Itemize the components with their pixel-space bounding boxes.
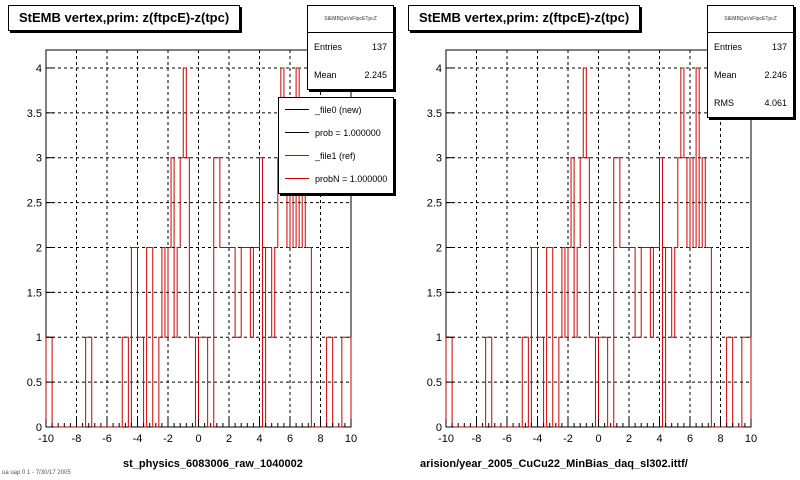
plot-title: StEMB vertex,prim: z(ftpcE)-z(tpc) bbox=[408, 5, 641, 31]
histogram-series-line bbox=[45, 67, 352, 428]
x-tick-label: 2 bbox=[626, 433, 632, 445]
x-tick-label: -2 bbox=[163, 433, 173, 445]
stats-box: StEMBQaVsFtpcETpcZ Entries 137 Mean 2.24… bbox=[307, 5, 394, 90]
stats-value: 137 bbox=[371, 42, 387, 52]
x-tick-label: 10 bbox=[345, 433, 357, 445]
y-tick-label: 3 bbox=[36, 153, 42, 165]
y-tick-label: 3 bbox=[436, 153, 442, 165]
x-axis-title: st_physics_6083006_raw_1040002 bbox=[123, 458, 303, 470]
x-tick-label: 10 bbox=[745, 433, 757, 445]
y-tick-label: 1.5 bbox=[427, 287, 442, 299]
y-tick-label: 0 bbox=[36, 422, 42, 434]
stats-value: 137 bbox=[771, 42, 787, 52]
y-tick-label: 0.5 bbox=[27, 377, 42, 389]
legend-line-icon bbox=[285, 178, 309, 179]
legend-label: prob = 1.000000 bbox=[315, 127, 381, 138]
y-tick-label: 0.5 bbox=[427, 377, 442, 389]
x-tick-label: 4 bbox=[656, 433, 662, 445]
y-tick-label: 1 bbox=[36, 332, 42, 344]
x-tick-label: -10 bbox=[438, 433, 454, 445]
stats-row-entries: Entries 137 bbox=[708, 33, 793, 61]
histogram-plot-right: -10 -8 -6 -4 -2 0 2 4 6 8 10 0 0.5 1 1.5 2 2.5 3 3.5 4 bbox=[427, 49, 757, 445]
stats-label: Mean bbox=[714, 70, 737, 80]
stats-header: StEMBQaVsFtpcETpcZ bbox=[308, 6, 393, 33]
x-tick-label: 0 bbox=[195, 433, 201, 445]
legend-line-icon bbox=[285, 132, 309, 133]
legend-label: _file1 (ref) bbox=[315, 150, 356, 161]
y-tick-label: 1 bbox=[436, 332, 442, 344]
y-tick-label: 3.5 bbox=[27, 108, 42, 120]
stats-value: 4.061 bbox=[764, 98, 787, 108]
stats-label: Entries bbox=[314, 42, 343, 52]
legend-line-icon bbox=[285, 109, 309, 110]
y-tick-label: 2.5 bbox=[427, 198, 442, 210]
y-tick-label: 2.5 bbox=[27, 198, 42, 210]
legend-label: _file0 (new) bbox=[315, 104, 362, 115]
x-tick-label: 8 bbox=[317, 433, 323, 445]
x-tick-label: 2 bbox=[226, 433, 232, 445]
x-tick-label: -4 bbox=[533, 433, 543, 445]
right-panel: -10 -8 -6 -4 -2 0 2 4 6 8 10 0 0.5 1 1.5 2 2.5 3 3.5 4 StEM… bbox=[400, 0, 800, 480]
y-tick-label: 4 bbox=[36, 63, 42, 75]
x-axis-title: arision/year_2005_CuCu22_MinBias_daq_sl3… bbox=[420, 458, 688, 470]
stats-row-entries: Entries 137 bbox=[308, 33, 393, 61]
x-tick-label: -4 bbox=[133, 433, 143, 445]
x-tick-label: -8 bbox=[472, 433, 482, 445]
histogram-series-line bbox=[445, 67, 752, 428]
x-tick-label: 6 bbox=[287, 433, 293, 445]
x-tick-label: -6 bbox=[102, 433, 112, 445]
stats-value: 2.245 bbox=[364, 70, 387, 80]
y-tick-label: 1.5 bbox=[27, 287, 42, 299]
x-tick-label: -10 bbox=[38, 433, 54, 445]
stats-header: StEMBQaVsFtpcETpcZ bbox=[708, 6, 793, 33]
stats-box: StEMBQaVsFtpcETpcZ Entries 137 Mean 2.24… bbox=[707, 5, 794, 118]
x-tick-label: 4 bbox=[256, 433, 262, 445]
legend-entry: probN = 1.000000 bbox=[279, 167, 393, 190]
y-tick-label: 2 bbox=[436, 242, 442, 254]
corner-text: ua uap 0 1 - 7/30/17 2005 bbox=[2, 470, 71, 476]
left-panel: -10 -8 -6 -4 -2 0 2 4 6 8 10 0 0.5 1 1.5 2 2.5 3 3.5 4 StEM… bbox=[8, 5, 394, 470]
stats-label: RMS bbox=[714, 98, 734, 108]
stats-value: 2.246 bbox=[764, 70, 787, 80]
plot-title: StEMB vertex,prim: z(ftpcE)-z(tpc) bbox=[8, 5, 241, 31]
y-tick-label: 0 bbox=[436, 422, 442, 434]
stats-row-mean: Mean 2.246 bbox=[708, 61, 793, 89]
y-tick-label: 4 bbox=[436, 63, 442, 75]
stats-row-mean: Mean 2.245 bbox=[308, 61, 393, 89]
legend-entry: _file1 (ref) bbox=[279, 144, 393, 167]
legend-line-icon bbox=[285, 155, 309, 156]
stats-row-rms: RMS 4.061 bbox=[708, 89, 793, 117]
x-tick-label: 6 bbox=[687, 433, 693, 445]
x-tick-label: 8 bbox=[717, 433, 723, 445]
x-tick-label: -8 bbox=[72, 433, 82, 445]
legend: _file0 (new) prob = 1.000000 _file1 (ref… bbox=[278, 97, 394, 194]
x-tick-label: 0 bbox=[595, 433, 601, 445]
legend-entry: prob = 1.000000 bbox=[279, 121, 393, 144]
y-tick-label: 3.5 bbox=[427, 108, 442, 120]
y-tick-label: 2 bbox=[36, 242, 42, 254]
x-tick-label: -2 bbox=[563, 433, 573, 445]
legend-label: probN = 1.000000 bbox=[315, 173, 388, 184]
stats-label: Entries bbox=[714, 42, 743, 52]
stats-label: Mean bbox=[314, 70, 337, 80]
x-tick-label: -6 bbox=[502, 433, 512, 445]
legend-entry: _file0 (new) bbox=[279, 98, 393, 121]
